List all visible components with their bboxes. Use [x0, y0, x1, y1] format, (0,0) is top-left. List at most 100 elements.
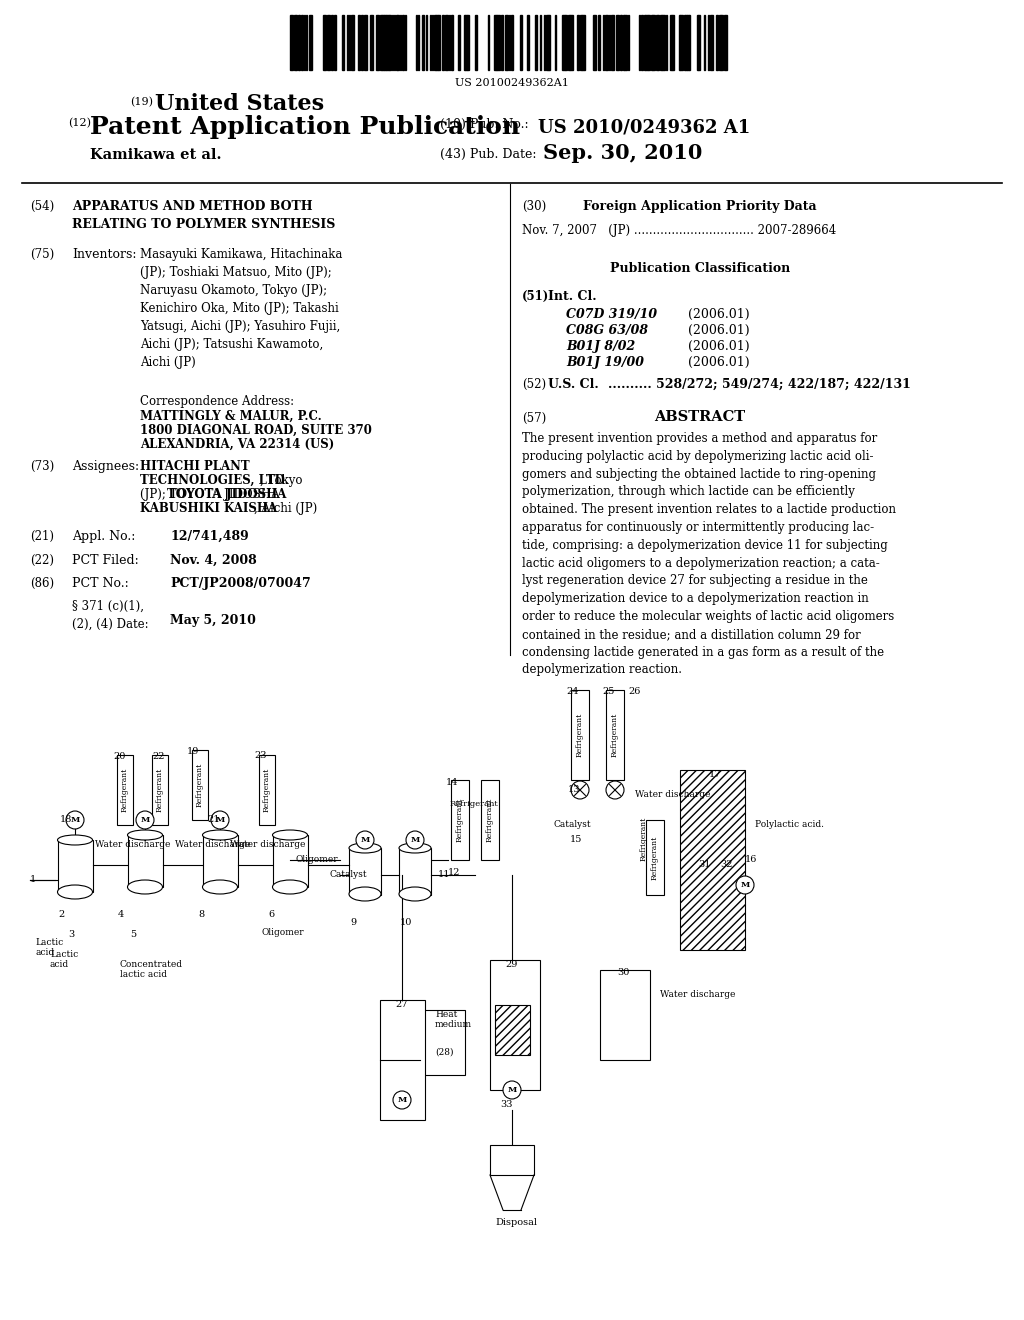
Text: Nov. 7, 2007   (JP) ................................ 2007-289664: Nov. 7, 2007 (JP) ......................… [522, 224, 837, 238]
Ellipse shape [57, 836, 92, 845]
Text: 8: 8 [198, 909, 204, 919]
Text: PCT/JP2008/070047: PCT/JP2008/070047 [170, 577, 310, 590]
Bar [386, 15, 389, 70]
Bar [309, 15, 312, 70]
Circle shape [606, 781, 624, 799]
Bar [670, 15, 672, 70]
Ellipse shape [349, 887, 381, 902]
Text: ALEXANDRIA, VA 22314 (US): ALEXANDRIA, VA 22314 (US) [140, 438, 334, 451]
Text: Refrigerant: Refrigerant [575, 713, 584, 758]
Bar [422, 15, 424, 70]
Text: M: M [140, 816, 150, 824]
Text: M: M [507, 1086, 517, 1094]
Text: M: M [71, 816, 80, 824]
Text: (51): (51) [522, 290, 549, 304]
Text: Masayuki Kamikawa, Hitachinaka
(JP); Toshiaki Matsuo, Mito (JP);
Naruyasu Okamot: Masayuki Kamikawa, Hitachinaka (JP); Tos… [140, 248, 342, 370]
Ellipse shape [272, 830, 307, 840]
Text: (30): (30) [522, 201, 546, 213]
Text: 14: 14 [446, 777, 459, 787]
Bar [364, 15, 367, 70]
Bar [511, 15, 513, 70]
Text: B01J 8/02: B01J 8/02 [566, 341, 635, 352]
Bar [606, 690, 624, 780]
Bar [290, 15, 293, 70]
Text: (52): (52) [522, 378, 546, 391]
Bar [656, 15, 658, 70]
Text: Sep. 30, 2010: Sep. 30, 2010 [543, 143, 702, 162]
Text: M: M [740, 880, 750, 888]
Text: 4: 4 [118, 909, 124, 919]
Text: 6: 6 [268, 909, 274, 919]
Text: Assignees:: Assignees: [72, 459, 139, 473]
Text: (19): (19) [130, 96, 153, 107]
Ellipse shape [349, 843, 381, 853]
Ellipse shape [57, 884, 92, 899]
Bar [687, 15, 689, 70]
Text: 22: 22 [152, 752, 165, 762]
Bar [646, 820, 664, 895]
Bar [501, 15, 503, 70]
Bar [593, 15, 596, 70]
Bar [598, 15, 600, 70]
Text: 29: 29 [506, 960, 518, 969]
Bar [117, 755, 133, 825]
Bar [259, 755, 275, 825]
Text: Kamikawa et al.: Kamikawa et al. [90, 148, 221, 162]
Text: (73): (73) [30, 459, 54, 473]
Text: (2006.01): (2006.01) [688, 356, 750, 370]
Bar [152, 755, 168, 825]
Text: 12/741,489: 12/741,489 [170, 531, 249, 543]
Text: Catalyst: Catalyst [330, 870, 368, 879]
Bar [351, 15, 354, 70]
Text: United States: United States [155, 92, 325, 115]
Text: KABUSHIKI KAISHA: KABUSHIKI KAISHA [140, 502, 278, 515]
Text: Polylactic acid.: Polylactic acid. [755, 820, 824, 829]
Circle shape [736, 876, 754, 894]
Bar [710, 15, 713, 70]
Bar [389, 15, 391, 70]
Text: Int. Cl.: Int. Cl. [548, 290, 597, 304]
Bar [616, 15, 618, 70]
Text: B01J 19/00: B01J 19/00 [566, 356, 644, 370]
Bar [380, 1001, 425, 1119]
Text: M: M [411, 836, 420, 843]
Circle shape [136, 810, 154, 829]
Ellipse shape [128, 880, 163, 894]
Bar [327, 15, 330, 70]
Text: US 20100249362A1: US 20100249362A1 [455, 78, 569, 88]
Bar [331, 15, 333, 70]
Text: Refrigerant: Refrigerant [611, 713, 618, 758]
Bar [490, 1144, 534, 1175]
Bar [458, 15, 460, 70]
Bar [273, 836, 308, 887]
Bar [301, 15, 303, 70]
Text: (86): (86) [30, 577, 54, 590]
Text: 31: 31 [698, 861, 711, 869]
Text: Oligomer: Oligomer [295, 855, 338, 865]
Text: 5: 5 [130, 931, 136, 939]
Text: (21): (21) [30, 531, 54, 543]
Bar [193, 750, 208, 820]
Bar [680, 15, 683, 70]
Text: May 5, 2010: May 5, 2010 [170, 614, 256, 627]
Bar [436, 15, 438, 70]
Text: PCT Filed:: PCT Filed: [72, 554, 138, 568]
Text: (2006.01): (2006.01) [688, 341, 750, 352]
Text: Water discharge: Water discharge [95, 840, 170, 849]
Bar [494, 15, 496, 70]
Text: TOYOTA JIDOSHA: TOYOTA JIDOSHA [167, 488, 287, 502]
Text: 1800 DIAGONAL ROAD, SUITE 370: 1800 DIAGONAL ROAD, SUITE 370 [140, 424, 372, 437]
Text: , Aichi (JP): , Aichi (JP) [254, 502, 317, 515]
Bar [438, 15, 440, 70]
Text: 19: 19 [187, 747, 200, 756]
Text: 20: 20 [113, 752, 125, 762]
Bar [384, 15, 386, 70]
Text: Inventors:: Inventors: [72, 248, 136, 261]
Text: Heat
medium: Heat medium [435, 1010, 472, 1030]
Text: (43) Pub. Date:: (43) Pub. Date: [440, 148, 537, 161]
Ellipse shape [399, 843, 431, 853]
Text: Water discharge: Water discharge [230, 840, 305, 849]
Ellipse shape [128, 830, 163, 840]
Text: Water discharge: Water discharge [660, 990, 735, 999]
Bar [580, 15, 582, 70]
